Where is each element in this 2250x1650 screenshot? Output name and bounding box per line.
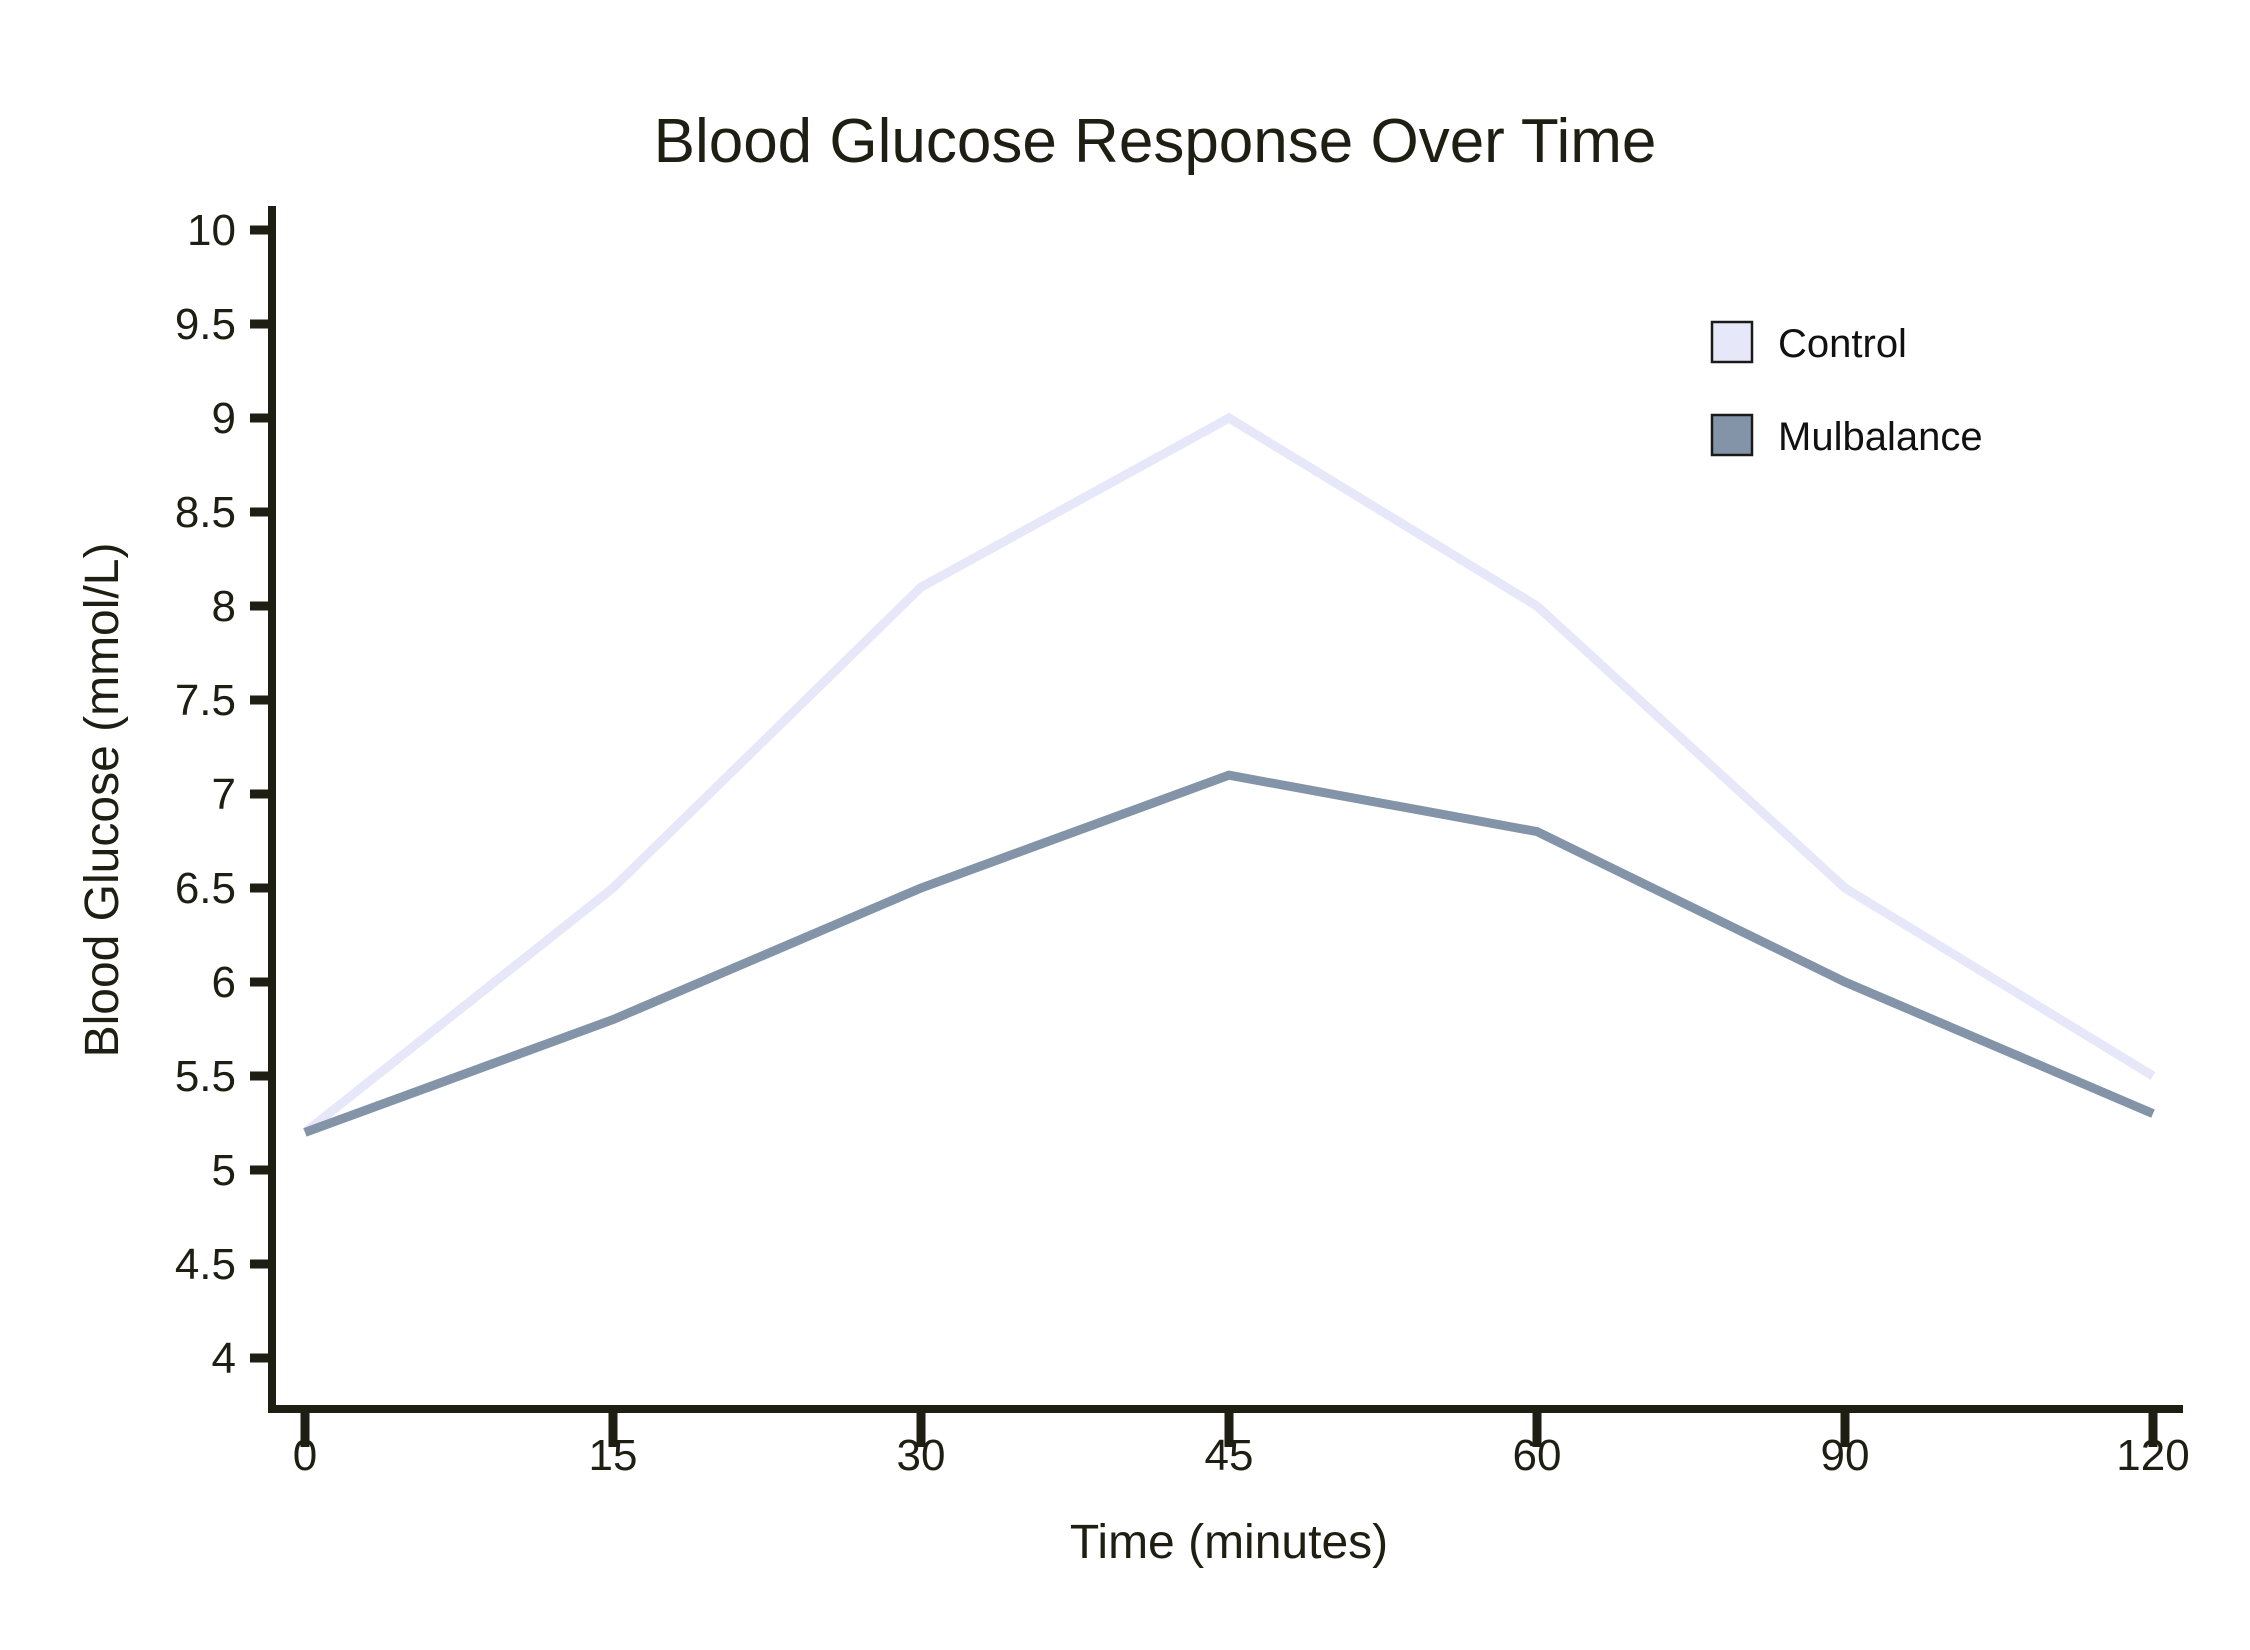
x-tick-label: 60 [1513,1431,1562,1480]
y-tick-label: 8.5 [175,488,236,537]
y-tick-label: 6.5 [175,864,236,913]
x-tick-label: 90 [1821,1431,1870,1480]
y-tick-label: 6 [212,958,236,1007]
y-tick-label: 8 [212,582,236,631]
x-tick-label: 0 [293,1431,317,1480]
y-tick-label: 9 [212,394,236,443]
x-tick-label: 45 [1205,1431,1254,1480]
y-tick-label: 10 [187,206,236,255]
x-tick-label: 15 [589,1431,638,1480]
x-tick-label: 120 [2116,1431,2189,1480]
y-axis-title: Blood Glucose (mmol/L) [76,543,129,1058]
y-tick-label: 9.5 [175,300,236,349]
y-tick-label: 5.5 [175,1052,236,1101]
legend-label-mulbalance: Mulbalance [1778,415,1983,459]
legend-label-control: Control [1778,322,1907,366]
series-line-mulbalance [303,770,2155,1137]
y-tick-label: 4.5 [175,1240,236,1289]
series-lines [302,412,2156,1137]
y-tick-label: 7 [212,770,236,819]
axes: 4 4.5 5 5.5 6 6.5 7 7.5 8 8.5 9 9.5 10 0 15 30 45 60 90 120 [175,206,2190,1480]
y-tick-label: 7.5 [175,676,236,725]
x-axis-title: Time (minutes) [1070,1516,1388,1569]
x-tick-label: 30 [897,1431,946,1480]
legend: Control Mulbalance [1710,320,1983,459]
y-tick-label: 5 [212,1146,236,1195]
chart-title: Blood Glucose Response Over Time [654,107,1657,176]
series-line-control [302,412,2156,1136]
legend-swatch-mulbalance [1710,413,1754,457]
y-tick-label: 4 [212,1334,236,1383]
legend-swatch-control [1710,320,1754,364]
